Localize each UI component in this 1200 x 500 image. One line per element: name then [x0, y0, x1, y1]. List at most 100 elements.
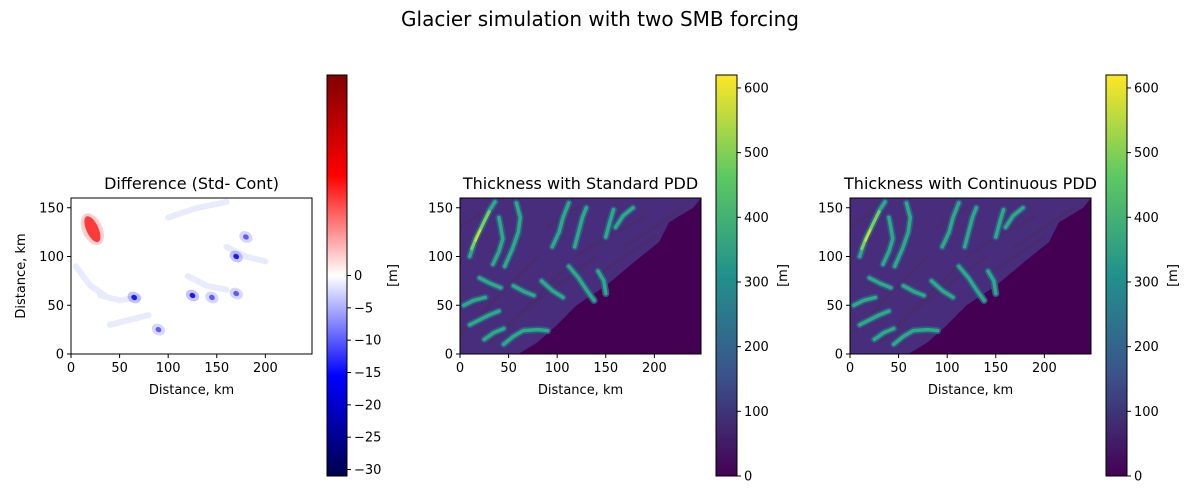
colorbar-label: [m]: [1166, 264, 1181, 287]
colorbar-tick-label-6: 600: [744, 81, 769, 96]
heatmap-field: [850, 198, 1091, 354]
y-tick-label-1: 50: [826, 299, 843, 314]
x-tick-label-4: 200: [1032, 361, 1057, 376]
glacier-core-10: [957, 264, 986, 303]
thickness-texture-5: [460, 206, 491, 229]
x-tick-label-1: 50: [111, 361, 128, 376]
y-tick-label-2: 100: [818, 250, 843, 265]
glacier-core-8: [901, 284, 926, 298]
colorbar-tick-label-6: −30: [354, 463, 381, 478]
colorbar-tick-label-5: 500: [1134, 146, 1159, 161]
y-tick-label-0: 0: [445, 348, 453, 363]
diff-feature-6: [155, 326, 162, 333]
x-tick-label-4: 200: [642, 361, 667, 376]
glacier-core-3: [550, 201, 571, 249]
glacier-core-6: [613, 206, 635, 230]
heatmap-field: [460, 198, 701, 354]
diff-feature-1: [131, 294, 138, 301]
glacier-core-14: [501, 327, 550, 347]
y-tick-label-1: 50: [47, 299, 64, 314]
glacier-core-5: [604, 207, 616, 239]
diff-texture-1: [106, 312, 152, 328]
glacier-core-8: [511, 284, 536, 298]
heatmap-field: [71, 198, 312, 354]
axes-frame: [70, 197, 313, 355]
y-tick-label-0: 0: [835, 348, 843, 363]
y-tick-label-0: 0: [56, 348, 64, 363]
diff-texture-3: [72, 263, 108, 299]
panels-group: 0 50 100 150 200 0 50 100 150 Distance, km Distanc…: [14, 74, 1181, 485]
diff-texture-4: [184, 273, 230, 293]
colorbar-tick-label-5: −25: [354, 431, 381, 446]
diff-feature-5: [243, 234, 249, 240]
x-tick-label-1: 50: [500, 361, 517, 376]
glacier-core-9: [539, 279, 565, 300]
colorbar-tick-label-4: −20: [354, 398, 381, 413]
colorbar-tick-label-3: 300: [744, 275, 769, 290]
glacier-core-14: [891, 327, 940, 347]
glacier-core-6: [1003, 206, 1025, 230]
axes-frame: [849, 197, 1092, 355]
x-tick-label-2: 100: [156, 361, 181, 376]
glacier-peak-max: [864, 229, 872, 242]
x-axis-label: Distance, km: [149, 383, 234, 398]
colorbar-tick-label-3: 300: [1134, 275, 1159, 290]
colorbar-tick-label-0: 0: [744, 470, 752, 485]
x-tick-label-0: 0: [846, 361, 854, 376]
y-tick-label-3: 150: [39, 201, 64, 216]
glacier-peak-max: [474, 229, 482, 242]
glacier-core-4: [572, 206, 589, 249]
diff-texture-5: [223, 243, 269, 265]
panel-title: Thickness with Standard PDD: [462, 174, 698, 193]
x-tick-label-3: 150: [593, 361, 618, 376]
panel-3: 0 50 100 150 200 0 50 100 150 Distance, km Thickne…: [818, 74, 1181, 485]
glacier-core-13: [482, 326, 506, 342]
glacier-peak: [860, 210, 881, 251]
x-tick-label-0: 0: [456, 361, 464, 376]
diff-feature-0: [84, 216, 101, 243]
glacier-core-11: [986, 269, 998, 296]
axes-frame: [459, 197, 702, 355]
x-axis-label: Distance, km: [538, 383, 623, 398]
panel-title: Thickness with Continuous PDD: [843, 174, 1097, 193]
y-tick-label-1: 50: [436, 299, 453, 314]
colorbar-tick-label-1: 100: [744, 405, 769, 420]
glacier-core-3: [940, 201, 961, 249]
thickness-texture-2: [516, 255, 598, 317]
x-tick-label-2: 100: [935, 361, 960, 376]
thickness-texture-5: [850, 206, 881, 229]
thickness-texture-7: [984, 235, 1046, 278]
x-tick-label-0: 0: [67, 361, 75, 376]
glacier-core-12: [857, 309, 891, 327]
glacier-core-1: [491, 215, 505, 267]
colorbar-tick-label-2: 200: [744, 340, 769, 355]
x-tick-label-3: 150: [204, 361, 229, 376]
colorbar-tick-label-0: 0: [354, 269, 362, 284]
x-tick-label-1: 50: [890, 361, 907, 376]
y-axis-label: Distance, km: [14, 233, 29, 318]
y-tick-label-2: 100: [428, 250, 453, 265]
colorbar-label: [m]: [386, 264, 401, 287]
colorbar-tick-label-0: 0: [1134, 470, 1142, 485]
y-tick-label-3: 150: [428, 201, 453, 216]
colorbar-tick-label-4: 400: [744, 211, 769, 226]
diff-feature-3: [209, 294, 215, 301]
figure-suptitle: Glacier simulation with two SMB forcing: [401, 7, 799, 31]
colorbar-label: [m]: [776, 264, 791, 287]
panel-title: Difference (Std- Cont): [104, 174, 279, 193]
colorbar-tick-label-4: 400: [1134, 211, 1159, 226]
glacier-core-11: [596, 269, 608, 296]
glacier-core-10: [567, 264, 596, 303]
glacier-core-13: [872, 326, 896, 342]
colorbar-tick-label-1: −5: [354, 301, 373, 316]
glacier-core-4: [962, 206, 979, 249]
thickness-texture-7: [594, 235, 656, 278]
x-tick-label-2: 100: [545, 361, 570, 376]
glacier-core-12: [467, 309, 501, 327]
glacier-core-2: [502, 201, 523, 269]
glacier-core-7: [867, 276, 893, 290]
diff-texture-2: [165, 198, 230, 221]
colorbar-tick-label-2: −10: [354, 334, 381, 349]
glacier-core-15: [852, 295, 878, 308]
